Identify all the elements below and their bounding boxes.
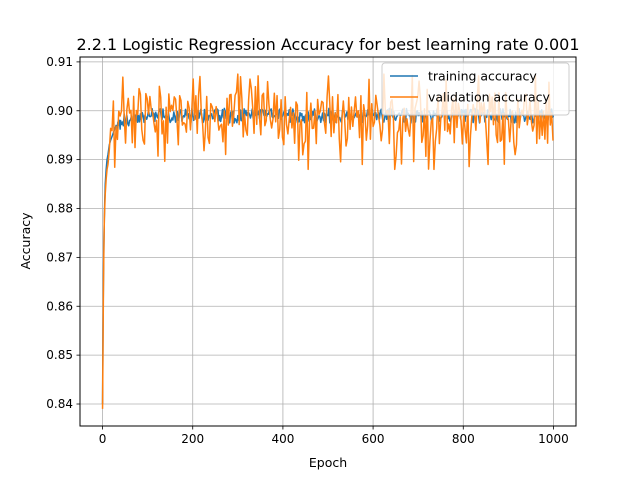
x-axis-label: Epoch: [309, 455, 347, 470]
y-tick-label: 0.87: [46, 250, 73, 264]
y-axis-label: Accuracy: [18, 212, 33, 270]
x-tick-label: 600: [362, 432, 385, 446]
y-tick-label: 0.90: [46, 104, 73, 118]
y-tick-label: 0.85: [46, 348, 73, 362]
legend-label-validation: validation accuracy: [428, 90, 551, 105]
chart-title: 2.2.1 Logistic Regression Accuracy for b…: [76, 35, 579, 54]
x-tick-label: 800: [452, 432, 475, 446]
y-axis-ticks: 0.84 0.85 0.86 0.87 0.88 0.89 0.90 0.91: [46, 55, 80, 411]
x-tick-label: 1000: [538, 432, 569, 446]
y-tick-label: 0.89: [46, 153, 73, 167]
x-tick-label: 0: [99, 432, 107, 446]
legend-label-training: training accuracy: [428, 69, 537, 84]
legend: training accuracy validation accuracy: [381, 62, 570, 116]
y-tick-label: 0.84: [46, 397, 73, 411]
x-tick-label: 400: [271, 432, 294, 446]
x-tick-label: 200: [181, 432, 204, 446]
y-tick-label: 0.88: [46, 202, 73, 216]
y-tick-label: 0.91: [46, 55, 73, 69]
x-axis-ticks: 0 200 400 600 800 1000: [99, 426, 569, 446]
plot-area-frame: [79, 56, 577, 427]
y-tick-label: 0.86: [46, 299, 73, 313]
grid-layer: [80, 57, 576, 426]
legend-box: [381, 62, 570, 116]
